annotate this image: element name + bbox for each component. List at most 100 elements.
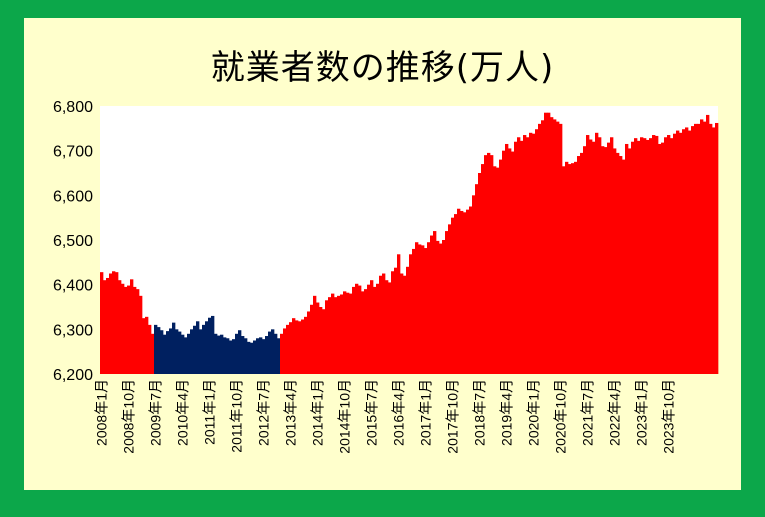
y-tick-label: 6,800 xyxy=(53,99,93,116)
bar xyxy=(514,141,518,374)
bar xyxy=(406,266,410,374)
bar xyxy=(169,328,173,374)
bar xyxy=(313,295,317,374)
bar xyxy=(352,286,356,374)
bar xyxy=(637,140,641,374)
bar xyxy=(127,285,131,374)
bar xyxy=(268,331,272,374)
bar xyxy=(403,275,407,374)
bar xyxy=(331,293,335,374)
x-tick-label: 2020年10月 xyxy=(553,379,569,454)
bar xyxy=(130,279,134,374)
bar xyxy=(133,286,137,374)
bar xyxy=(277,338,281,374)
bar xyxy=(598,137,602,374)
bar xyxy=(355,283,359,374)
bar xyxy=(100,272,104,374)
bar xyxy=(670,138,674,374)
bar xyxy=(685,127,689,374)
bar xyxy=(154,324,158,374)
bar xyxy=(481,164,485,374)
bar xyxy=(382,273,386,374)
bar xyxy=(505,143,509,374)
bar xyxy=(223,337,227,374)
x-tick-label: 2023年1月 xyxy=(634,379,650,446)
bar xyxy=(487,152,491,374)
bar xyxy=(616,152,620,374)
y-tick-label: 6,700 xyxy=(53,144,93,161)
bar xyxy=(319,307,323,374)
bar xyxy=(430,235,434,374)
x-tick-label: 2018年7月 xyxy=(472,379,488,446)
x-tick-label: 2017年10月 xyxy=(445,379,461,454)
bar xyxy=(448,224,452,374)
bar xyxy=(673,133,677,374)
bar xyxy=(262,339,266,374)
x-tick-label: 2008年10月 xyxy=(121,379,137,454)
bar xyxy=(307,311,311,374)
bar xyxy=(286,324,290,374)
bar xyxy=(451,217,455,374)
bar xyxy=(583,146,587,374)
bar xyxy=(424,248,428,374)
bar xyxy=(205,321,209,374)
bar xyxy=(148,324,152,374)
bar xyxy=(346,292,350,374)
bar xyxy=(682,129,686,374)
bar xyxy=(187,333,191,374)
bar xyxy=(667,135,671,374)
bar xyxy=(706,114,710,375)
bar xyxy=(199,329,203,374)
y-tick-label: 6,600 xyxy=(53,188,93,205)
x-tick-label: 2023年10月 xyxy=(661,379,677,454)
bar xyxy=(142,318,146,374)
bar xyxy=(184,337,188,374)
bar xyxy=(490,155,494,374)
bar xyxy=(325,300,329,374)
bar xyxy=(190,329,194,374)
bar xyxy=(712,127,716,374)
chart-title: 就業者数の推移(万人) xyxy=(210,48,555,88)
bar xyxy=(421,245,425,374)
bar xyxy=(703,121,707,374)
x-tick-label: 2011年1月 xyxy=(202,379,218,445)
bar xyxy=(466,209,470,374)
x-tick-label: 2015年7月 xyxy=(364,379,380,446)
x-axis: 2008年1月 2008年10月 2009年7月 2010年4月 2011年1月 2011… xyxy=(94,379,677,454)
bar xyxy=(589,139,593,374)
bar xyxy=(715,122,719,374)
x-tick-label: 2009年7月 xyxy=(148,379,164,446)
y-tick-label: 6,400 xyxy=(53,278,93,295)
bar xyxy=(565,161,569,374)
bar xyxy=(214,333,218,374)
bar xyxy=(250,342,254,374)
bar xyxy=(550,117,554,375)
bar xyxy=(226,338,230,374)
bar xyxy=(274,333,278,374)
bar xyxy=(301,319,305,374)
bar xyxy=(499,159,503,374)
bar xyxy=(166,331,170,374)
bar xyxy=(181,334,185,374)
bar xyxy=(418,244,422,374)
bar xyxy=(625,143,629,374)
bar xyxy=(577,156,581,374)
bar xyxy=(328,297,332,374)
bar xyxy=(157,327,161,374)
bar xyxy=(694,123,698,375)
bar xyxy=(409,254,413,374)
bar xyxy=(136,289,140,374)
bar xyxy=(112,271,116,374)
bar xyxy=(574,161,578,374)
x-tick-label: 2008年1月 xyxy=(94,379,110,446)
bar xyxy=(619,156,623,374)
bar xyxy=(310,304,314,374)
bar xyxy=(109,273,113,374)
x-tick-label: 2014年1月 xyxy=(310,379,326,446)
bar xyxy=(121,283,125,374)
x-tick-label: 2017年1月 xyxy=(418,379,434,446)
bar xyxy=(562,166,566,374)
bar xyxy=(622,159,626,374)
bar xyxy=(568,164,572,374)
